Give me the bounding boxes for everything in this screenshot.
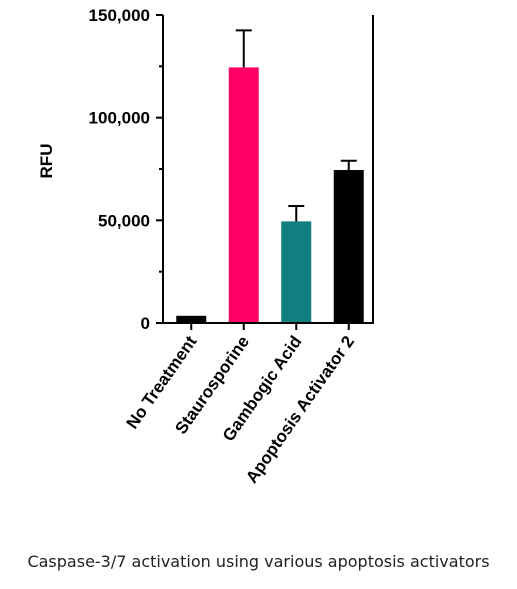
bar-1 [228,67,259,323]
y-tick-label-0: 0 [141,314,150,333]
y-tick-label-3: 150,000 [89,6,150,25]
y-axis-label: RFU [37,144,56,179]
bars-layer [176,29,364,323]
bar-2 [281,221,312,323]
bar-0 [176,315,207,323]
axes-layer [156,14,374,330]
x-tick-label-3: Apoptosis Activator 2 [242,332,358,486]
y-tick-label-1: 50,000 [98,211,150,230]
bar-3 [333,170,364,323]
figure-caption: Caspase-3/7 activation using various apo… [27,552,490,571]
y-tick-label-2: 100,000 [89,109,150,128]
